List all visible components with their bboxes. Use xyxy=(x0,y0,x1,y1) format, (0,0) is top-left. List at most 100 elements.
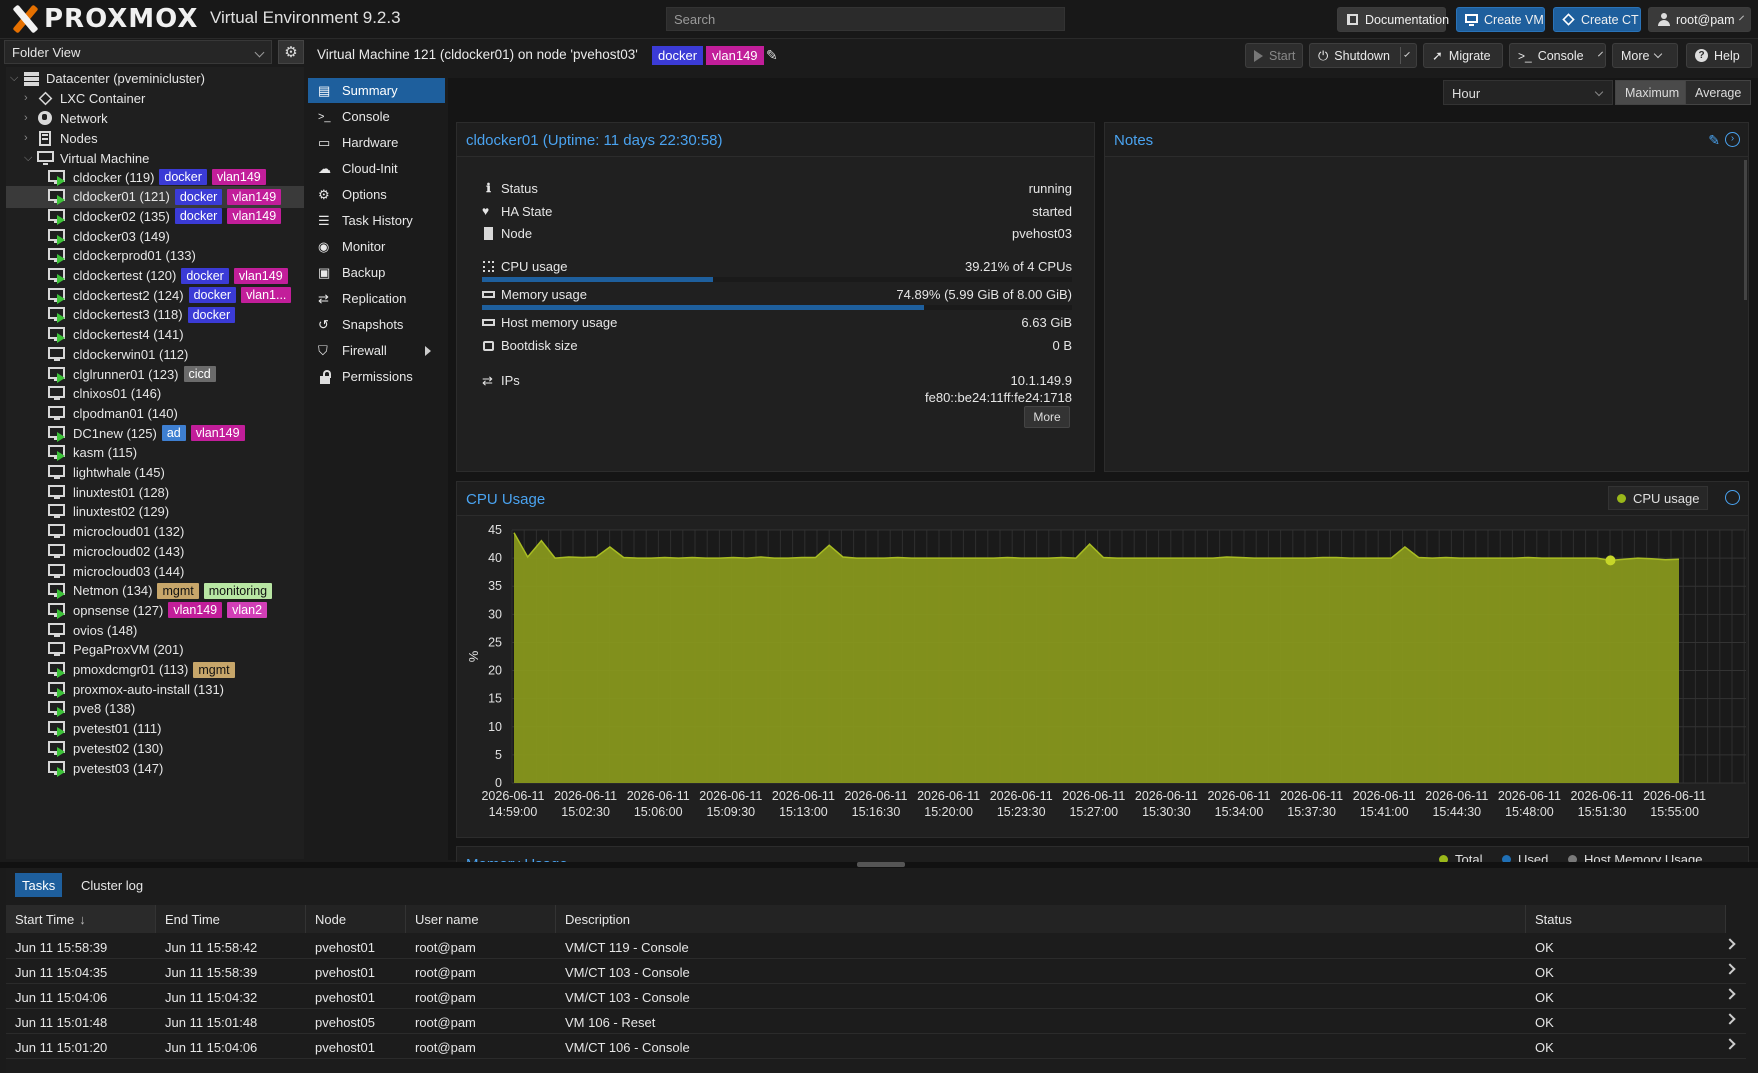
task-row[interactable]: Jun 11 15:01:48 Jun 11 15:01:48 pvehost05 r… xyxy=(6,1009,1746,1034)
ips-more-button[interactable]: More xyxy=(1024,406,1070,428)
tree-vm-item[interactable]: cldockertest3 (118) docker xyxy=(6,304,304,326)
nav-item-firewall[interactable]: ⛉ Firewall xyxy=(308,338,445,363)
nav-item-options[interactable]: ⚙ Options xyxy=(308,182,445,207)
task-row[interactable]: Jun 11 15:58:39 Jun 11 15:58:42 pvehost01 r… xyxy=(6,934,1746,959)
nav-item-console[interactable]: >_ Console xyxy=(308,104,445,129)
tree-node-datacenter[interactable]: ⌵ Datacenter (pveminicluster) xyxy=(6,67,304,89)
mode-average-button[interactable]: Average xyxy=(1685,80,1752,105)
chevron-right-icon[interactable] xyxy=(1724,988,1736,1000)
tree-vm-item[interactable]: PegaProxVM (201) xyxy=(6,639,304,661)
tree-vm-item[interactable]: pvetest01 (111) xyxy=(6,718,304,740)
tree-vm-item[interactable]: pmoxdcmgr01 (113) mgmt xyxy=(6,659,304,681)
nav-item-monitor[interactable]: ◉ Monitor xyxy=(308,234,445,259)
title-tag-vlan149[interactable]: vlan149 xyxy=(706,46,764,65)
shutdown-button[interactable]: ⏻ Shutdown xyxy=(1309,43,1417,68)
tree-vm-item[interactable]: pve8 (138) xyxy=(6,698,304,720)
tree-node-lxc[interactable]: › LXC Container xyxy=(6,87,304,109)
tree-vm-item[interactable]: cldockerprod01 (133) xyxy=(6,245,304,267)
tree-vm-item[interactable]: kasm (115) xyxy=(6,442,304,464)
tree-vm-item[interactable]: microcloud03 (144) xyxy=(6,560,304,582)
column-header-start-time[interactable]: Start Time ↓ xyxy=(6,905,156,933)
tree-vm-item[interactable]: cldockertest2 (124) docker vlan1... xyxy=(6,284,304,306)
tab-cluster-log[interactable]: Cluster log xyxy=(81,877,144,893)
chevron-right-icon[interactable] xyxy=(1724,963,1736,975)
edit-tags-pencil-icon[interactable]: ✎ xyxy=(766,47,778,63)
column-header-label: Node xyxy=(315,911,347,927)
tree-node-virtual-machine[interactable]: ⌵ Virtual Machine xyxy=(6,147,304,169)
nav-item-summary[interactable]: ▤ Summary xyxy=(308,78,445,103)
nav-item-cloud-init[interactable]: ☁ Cloud-Init xyxy=(308,156,445,181)
tab-tasks[interactable]: Tasks xyxy=(15,873,63,897)
tree-vm-item[interactable]: cldocker (119) docker vlan149 xyxy=(6,166,304,188)
tree-vm-item[interactable]: cldockertest (120) docker vlan149 xyxy=(6,265,304,287)
help-button[interactable]: ? Help xyxy=(1686,43,1752,68)
search-input[interactable]: Search xyxy=(666,7,1065,31)
panel-splitter[interactable] xyxy=(0,862,1758,868)
view-selector[interactable]: Folder View xyxy=(4,40,272,64)
tree-vm-item[interactable]: DC1new (125) ad vlan149 xyxy=(6,422,304,444)
x-tick-time: 15:20:00 xyxy=(924,805,973,819)
column-header-description[interactable]: Description xyxy=(556,905,1526,933)
user-menu-button[interactable]: root@pam xyxy=(1648,7,1751,32)
nav-item-permissions[interactable]: Permissions xyxy=(308,364,445,389)
column-header-end-time[interactable]: End Time xyxy=(156,905,306,933)
tree-vm-item[interactable]: ovios (148) xyxy=(6,619,304,641)
timeframe-select[interactable]: Hour xyxy=(1443,80,1613,105)
nav-item-label: Console xyxy=(342,109,390,124)
more-menu-button[interactable]: More xyxy=(1612,43,1678,68)
documentation-button[interactable]: Documentation xyxy=(1337,7,1449,32)
nav-item-task-history[interactable]: ☰ Task History xyxy=(308,208,445,233)
mode-maximum-button[interactable]: Maximum xyxy=(1615,80,1690,105)
tree-vm-item[interactable]: linuxtest02 (129) xyxy=(6,501,304,523)
notes-scrollbar[interactable] xyxy=(1744,160,1747,300)
tree-vm-item[interactable]: clglrunner01 (123) cicd xyxy=(6,363,304,385)
task-row[interactable]: Jun 11 15:04:06 Jun 11 15:04:32 pvehost01 r… xyxy=(6,984,1746,1009)
chevron-right-icon[interactable] xyxy=(1724,938,1736,950)
task-cell: pvehost01 xyxy=(315,940,375,955)
column-header-status[interactable]: Status xyxy=(1526,905,1726,933)
tree-vm-item[interactable]: microcloud02 (143) xyxy=(6,540,304,562)
proxmox-logo[interactable]: PROXMOX xyxy=(8,4,198,34)
tree-node-nodes[interactable]: › Nodes xyxy=(6,127,304,149)
collapse-chart-icon[interactable] xyxy=(1725,490,1740,505)
nav-item-replication[interactable]: ⇄ Replication xyxy=(308,286,445,311)
column-header-node[interactable]: Node xyxy=(306,905,406,933)
tree-vm-item[interactable]: clnixos01 (146) xyxy=(6,383,304,405)
play-icon xyxy=(1254,49,1263,62)
splitter-handle[interactable] xyxy=(857,862,905,867)
tree-vm-item[interactable]: linuxtest01 (128) xyxy=(6,481,304,503)
cpu-legend-item[interactable]: CPU usage xyxy=(1608,486,1709,510)
task-row[interactable]: Jun 11 15:01:20 Jun 11 15:04:06 pvehost01 r… xyxy=(6,1034,1746,1059)
tree-node-network[interactable]: › Network xyxy=(6,107,304,129)
tree-vm-item[interactable]: cldockerwin01 (112) xyxy=(6,343,304,365)
collapse-notes-icon[interactable]: › xyxy=(1725,132,1740,147)
gear-icon[interactable]: ⚙ xyxy=(278,40,304,64)
start-button[interactable]: Start xyxy=(1245,43,1303,68)
tree-vm-item[interactable]: cldockertest4 (141) xyxy=(6,324,304,346)
create-vm-button[interactable]: Create VM xyxy=(1456,7,1545,32)
edit-notes-icon[interactable]: ✎ xyxy=(1708,132,1720,148)
tree-vm-item[interactable]: microcloud01 (132) xyxy=(6,521,304,543)
tree-vm-item[interactable]: pvetest03 (147) xyxy=(6,757,304,779)
chevron-right-icon[interactable] xyxy=(1724,1013,1736,1025)
console-button[interactable]: >_ Console xyxy=(1509,43,1606,68)
title-tag-docker[interactable]: docker xyxy=(652,46,704,65)
task-row[interactable]: Jun 11 15:04:35 Jun 11 15:58:39 pvehost01 r… xyxy=(6,959,1746,984)
migrate-button[interactable]: ➚ Migrate xyxy=(1423,43,1503,68)
tree-vm-item[interactable]: cldocker03 (149) xyxy=(6,225,304,247)
tree-vm-item[interactable]: clpodman01 (140) xyxy=(6,402,304,424)
chevron-right-icon[interactable] xyxy=(1724,1038,1736,1050)
nav-item-snapshots[interactable]: ↺ Snapshots xyxy=(308,312,445,337)
column-header-user-name[interactable]: User name xyxy=(406,905,556,933)
nav-item-backup[interactable]: ▣ Backup xyxy=(308,260,445,285)
create-ct-button[interactable]: Create CT xyxy=(1553,7,1641,32)
tree-vm-item[interactable]: proxmox-auto-install (131) xyxy=(6,678,304,700)
nav-item-hardware[interactable]: ▭ Hardware xyxy=(308,130,445,155)
tree-vm-item[interactable]: pvetest02 (130) xyxy=(6,737,304,759)
tree-vm-item[interactable]: opnsense (127) vlan149 vlan2 xyxy=(6,599,304,621)
tree-vm-item[interactable]: cldocker02 (135) docker vlan149 xyxy=(6,205,304,227)
tree-vm-item[interactable]: Netmon (134) mgmt monitoring xyxy=(6,580,304,602)
tree-vm-item[interactable]: lightwhale (145) xyxy=(6,462,304,484)
cpu-hover-point[interactable] xyxy=(1605,555,1616,566)
tree-vm-item[interactable]: cldocker01 (121) docker vlan149 xyxy=(6,185,304,208)
